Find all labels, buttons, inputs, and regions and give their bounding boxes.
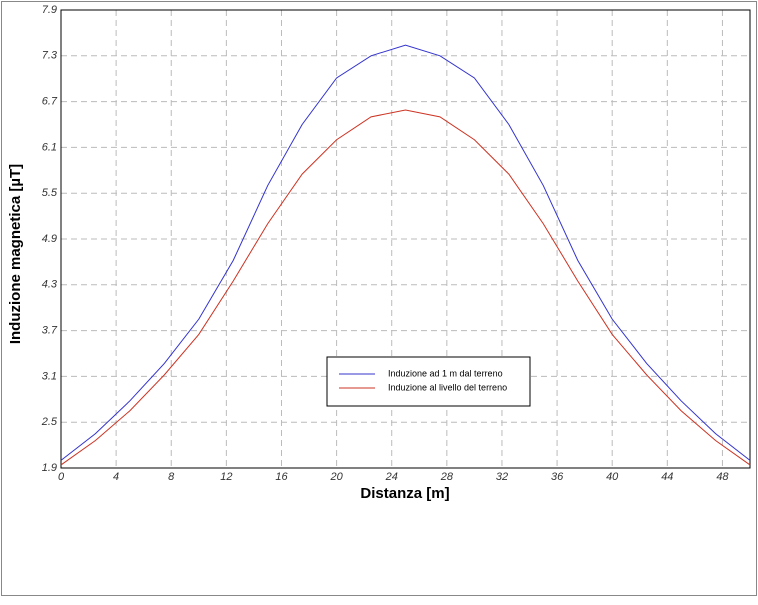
- y-tick-label: 6.7: [42, 96, 58, 108]
- y-tick-label: 4.3: [42, 279, 58, 291]
- y-tick-label: 4.9: [42, 233, 57, 245]
- x-tick-label: 24: [385, 471, 398, 483]
- y-tick-label: 5.5: [42, 187, 58, 199]
- x-tick-label: 32: [496, 471, 508, 483]
- y-tick-label: 7.9: [42, 4, 57, 16]
- y-tick-label: 6.1: [42, 141, 57, 153]
- y-tick-label: 7.3: [42, 50, 58, 62]
- y-tick-label: 1.9: [42, 462, 57, 474]
- legend-label: Induzione ad 1 m dal terreno: [388, 368, 503, 378]
- plot-border: [60, 9, 751, 469]
- x-tick-label: 0: [58, 471, 65, 483]
- x-axis-label: Distanza [m]: [360, 485, 449, 502]
- x-tick-label: 40: [606, 471, 619, 483]
- x-tick-label: 20: [329, 471, 343, 483]
- x-tick-label: 36: [551, 471, 564, 483]
- y-tick-label: 2.5: [41, 416, 58, 428]
- series-line: [60, 109, 751, 466]
- series-line: [60, 44, 751, 461]
- x-tick-label: 4: [113, 471, 119, 483]
- x-tick-label: 8: [168, 471, 175, 483]
- x-tick-label: 48: [716, 471, 729, 483]
- x-tick-label: 12: [220, 471, 232, 483]
- x-tick-label: 16: [275, 471, 288, 483]
- y-axis-label: Induzione magnetica [µT]: [7, 164, 24, 344]
- y-tick-label: 3.1: [42, 370, 57, 382]
- x-tick-label: 44: [661, 471, 673, 483]
- x-tick-label: 28: [440, 471, 454, 483]
- legend-box: [326, 356, 531, 407]
- legend-label: Induzione al livello del terreno: [388, 382, 507, 392]
- y-tick-label: 3.7: [42, 325, 58, 337]
